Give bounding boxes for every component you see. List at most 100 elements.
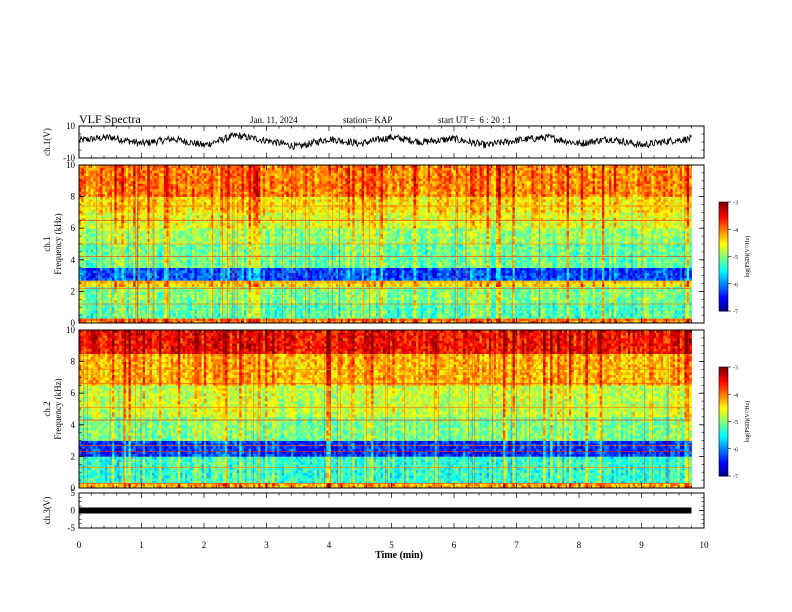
- ch1-spec-cell: [468, 300, 471, 303]
- ch1-spec-cell: [468, 292, 471, 295]
- ch1-spec-cell: [609, 292, 612, 295]
- ch1-spec-cell: [508, 300, 511, 303]
- ch1-spec-cell: [392, 310, 395, 313]
- ch1-spec-cell: [152, 295, 155, 298]
- ch1-spec-cell: [272, 305, 275, 308]
- ch1-spec-cell: [340, 308, 343, 311]
- ch1-spec-cell: [442, 284, 445, 287]
- ch1-spec-cell: [267, 295, 270, 298]
- ch1-spec-cell: [470, 297, 473, 300]
- ch1-spec-cell: [494, 308, 497, 311]
- ch1-spec-cell: [114, 289, 117, 292]
- ch1-spec-cell: [616, 316, 619, 319]
- ch1-spec-cell: [637, 295, 640, 298]
- ch1-spec-cell: [223, 308, 226, 311]
- ch1-spec-cell: [430, 310, 433, 313]
- ch1-spec-cell: [293, 305, 296, 308]
- ch1-spec-cell: [343, 292, 346, 295]
- ch1-spec-cell: [277, 278, 280, 281]
- ch1-spec-cell: [447, 305, 450, 308]
- ch1-spec-cell: [635, 289, 638, 292]
- ch1-spec-cell: [392, 308, 395, 311]
- ch1-spec-cell: [522, 297, 525, 300]
- ch1-spec-cell: [147, 278, 150, 281]
- ch1-spec-cell: [143, 300, 146, 303]
- ch1-spec-cell: [437, 295, 440, 298]
- ch1-spec-cell: [98, 284, 101, 287]
- ch1-spec-cell: [359, 316, 362, 319]
- ch1-spec-cell: [501, 316, 504, 319]
- ch1-spec-cell: [246, 308, 249, 311]
- ch1-spec-cell: [663, 297, 666, 300]
- ch1-spec-cell: [569, 289, 572, 292]
- ch1-spec-cell: [112, 297, 115, 300]
- ch1-spec-cell: [555, 292, 558, 295]
- ch1-spec-cell: [571, 313, 574, 316]
- ch1-spec-cell: [147, 308, 150, 311]
- ch1-spec-cell: [385, 300, 388, 303]
- ch1-spec-cell: [322, 292, 325, 295]
- ch1-spec-cell: [461, 278, 464, 281]
- ch1-spec-cell: [157, 313, 160, 316]
- ch1-spec-cell: [185, 292, 188, 295]
- ch1-spec-cell: [545, 297, 548, 300]
- ch1-spec-cell: [171, 297, 174, 300]
- ch1-spec-cell: [284, 289, 287, 292]
- ch1-spec-cell: [571, 292, 574, 295]
- ch1-spec-cell: [428, 310, 431, 313]
- ch1-spec-cell: [357, 292, 360, 295]
- ch1-spec-cell: [414, 300, 417, 303]
- ch1-spec-cell: [119, 284, 122, 287]
- ch1-spec-cell: [451, 316, 454, 319]
- ch1-spec-cell: [496, 310, 499, 313]
- ch1-spec-cell: [395, 275, 398, 278]
- ch1-spec-cell: [654, 278, 657, 281]
- ch1-spec-cell: [663, 284, 666, 287]
- ch1-spec-cell: [604, 284, 607, 287]
- ch1-spec-cell: [548, 310, 551, 313]
- ch1-spec-cell: [588, 305, 591, 308]
- ch1-spec-cell: [81, 292, 84, 295]
- ch1-spec-cell: [178, 289, 181, 292]
- ch1-spec-cell: [428, 305, 431, 308]
- ch1-spec-cell: [183, 284, 186, 287]
- ch1-spec-cell: [595, 308, 598, 311]
- ch1-spec-cell: [128, 308, 131, 311]
- ch1-spec-cell: [501, 278, 504, 281]
- ch1-spec-cell: [345, 300, 348, 303]
- ch1-spec-cell: [199, 308, 202, 311]
- ch1-spec-cell: [218, 275, 221, 278]
- ch1-spec-cell: [329, 275, 332, 278]
- ch1-spec-cell: [432, 295, 435, 298]
- ch1-spec-cell: [154, 308, 157, 311]
- ch1-spec-cell: [489, 305, 492, 308]
- ch1-spec-cell: [611, 297, 614, 300]
- ch1-spec-cell: [597, 308, 600, 311]
- ch1-spec-cell: [635, 310, 638, 313]
- ch1-spec-cell: [157, 310, 160, 313]
- ch1-spec-cell: [385, 289, 388, 292]
- ch1-spec-cell: [430, 316, 433, 319]
- ch1-spec-cell: [95, 300, 98, 303]
- ch1-spec-cell: [352, 310, 355, 313]
- ch1-spec-cell: [649, 313, 652, 316]
- ch1-spec-cell: [600, 313, 603, 316]
- ch1-spec-cell: [562, 316, 565, 319]
- ch1-spec-cell: [227, 308, 230, 311]
- ch1-spec-cell: [98, 305, 101, 308]
- ch1-spec-cell: [597, 292, 600, 295]
- ch1-spec-cell: [145, 284, 148, 287]
- ch1-spec-cell: [369, 313, 372, 316]
- ch1-spec-cell: [357, 295, 360, 298]
- ch1-spec-cell: [206, 297, 209, 300]
- ch1-spec-cell: [333, 278, 336, 281]
- ch1-spec-cell: [644, 292, 647, 295]
- ch1-spec-cell: [642, 305, 645, 308]
- ch1-spec-cell: [183, 289, 186, 292]
- ch1-spec-cell: [392, 275, 395, 278]
- ch1-spec-cell: [449, 292, 452, 295]
- ch1-spec-cell: [501, 292, 504, 295]
- ch1-spec-cell: [581, 284, 584, 287]
- ch1-spec-cell: [644, 297, 647, 300]
- ch1-spec-cell: [256, 310, 259, 313]
